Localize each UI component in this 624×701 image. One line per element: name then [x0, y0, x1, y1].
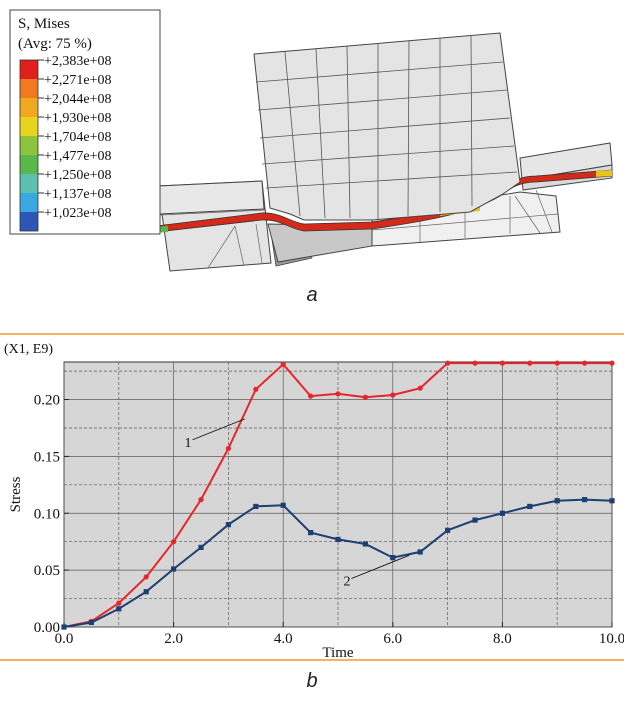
series-2-point [554, 498, 560, 504]
annotations: 12 [185, 418, 410, 590]
fe-model [154, 32, 613, 272]
series-1-point [417, 385, 423, 391]
series-2-point [198, 544, 204, 550]
legend-label: +1,137e+08 [44, 187, 112, 202]
series-1-point [253, 386, 259, 392]
series-2-point [280, 502, 286, 508]
series-2-point [171, 566, 177, 572]
series-1-point [362, 394, 368, 400]
series-2-point [609, 498, 615, 504]
series-1-point [554, 360, 560, 366]
series-1-point [499, 360, 505, 366]
series-layer [61, 360, 615, 630]
series-2-point [472, 517, 478, 523]
legend-swatch [20, 174, 38, 193]
stress-time-chart: 0.0 2.0 4.0 6.0 8.0 10.00.000.050.100.150.20 … [8, 360, 624, 661]
series-1-point [582, 360, 588, 366]
series-2-point [335, 536, 341, 543]
series-1-point [527, 360, 533, 366]
series-2-point [362, 541, 368, 547]
y-axis-label: Stress [8, 476, 24, 512]
annotation-leader [192, 418, 246, 441]
series-2-point [445, 527, 451, 533]
series-2-point [143, 589, 149, 595]
y-tick-label: 0.20 [34, 393, 60, 409]
legend-swatch [20, 60, 38, 79]
y-tick-label: 0.00 [34, 620, 60, 636]
x-axis-label: Time [322, 645, 353, 661]
annotation-label: 2 [343, 575, 350, 590]
legend-swatch [20, 212, 38, 231]
punch-mesh [255, 34, 518, 219]
strip-right-yellow [596, 170, 612, 177]
grid [63, 362, 613, 628]
legend-label: +1,023e+08 [44, 206, 112, 221]
series-2-point [499, 510, 505, 516]
series-2-point [116, 606, 122, 612]
legend-swatch [20, 98, 38, 117]
x-tick-label: 8.0 [493, 631, 512, 647]
legend-swatch [20, 117, 38, 136]
legend-label: +1,930e+08 [44, 111, 112, 126]
y-tick-label: 0.10 [34, 506, 60, 522]
series-2-point [390, 555, 396, 561]
right-support-mesh [371, 189, 559, 242]
series-2-point [417, 549, 423, 555]
series-2-point [88, 619, 94, 626]
series-1-point [143, 574, 149, 580]
legend-title: S, Mises [18, 16, 70, 32]
series-2-point [582, 497, 588, 503]
left-support-mesh [159, 209, 266, 269]
legend-bar-frame [19, 59, 39, 232]
series-2-point [527, 503, 533, 510]
y-tick-label: 0.15 [34, 449, 60, 465]
series-1-point [116, 600, 122, 606]
legend-label: +2,044e+08 [44, 92, 112, 107]
y-tick-label: 0.05 [34, 563, 60, 579]
x-tick-label: 10.0 [599, 631, 624, 647]
x-tick-label: 2.0 [164, 631, 183, 647]
legend-label: +1,477e+08 [44, 149, 112, 164]
legend-label: +2,271e+08 [44, 73, 112, 88]
series-1-point [335, 391, 341, 397]
series-2-point [225, 522, 231, 528]
series-1-point [198, 497, 204, 503]
legend-swatch [20, 79, 38, 98]
series-1-point [225, 445, 231, 452]
legend-subtitle: (Avg: 75 %) [18, 36, 92, 52]
series-1-point [390, 392, 396, 398]
legend-swatch [20, 136, 38, 155]
legend-items: +2,383e+08 +2,271e+08 +2,044e+08 +1,930e+08… [19, 54, 112, 232]
axis-ticks: 0.0 2.0 4.0 6.0 8.0 10.0 0.00 0.05 0.10 0.15 0.20 [34, 393, 624, 647]
legend-label: +2,383e+08 [44, 54, 112, 69]
series-1-point [445, 360, 451, 366]
x-tick-label: 0.0 [55, 631, 74, 647]
legend-label: +1,250e+08 [44, 168, 112, 183]
left-support-plate [157, 180, 265, 215]
legend-swatch [20, 193, 38, 212]
series-1-point [171, 539, 177, 545]
series-2-point [61, 624, 67, 630]
caption-a: a [306, 284, 317, 306]
caption-b: b [306, 670, 317, 692]
series-1-point [308, 393, 314, 399]
series-1-point [609, 360, 615, 366]
series-2-point [308, 530, 314, 536]
annotation-leader [351, 554, 410, 579]
annotation-label: 1 [185, 436, 192, 451]
contour-legend: S, Mises (Avg: 75 %) +2,383e+08 +2,271e+0… [9, 9, 161, 235]
series-1-point [472, 360, 478, 366]
series-1-point [280, 361, 286, 367]
legend-label: +1,704e+08 [44, 130, 112, 145]
series-2-point [253, 503, 259, 510]
legend-swatch [20, 155, 38, 174]
x-tick-label: 6.0 [383, 631, 402, 647]
x-tick-label: 4.0 [274, 631, 293, 647]
scale-note: (X1, E9) [4, 342, 53, 357]
punch-block [253, 32, 521, 221]
